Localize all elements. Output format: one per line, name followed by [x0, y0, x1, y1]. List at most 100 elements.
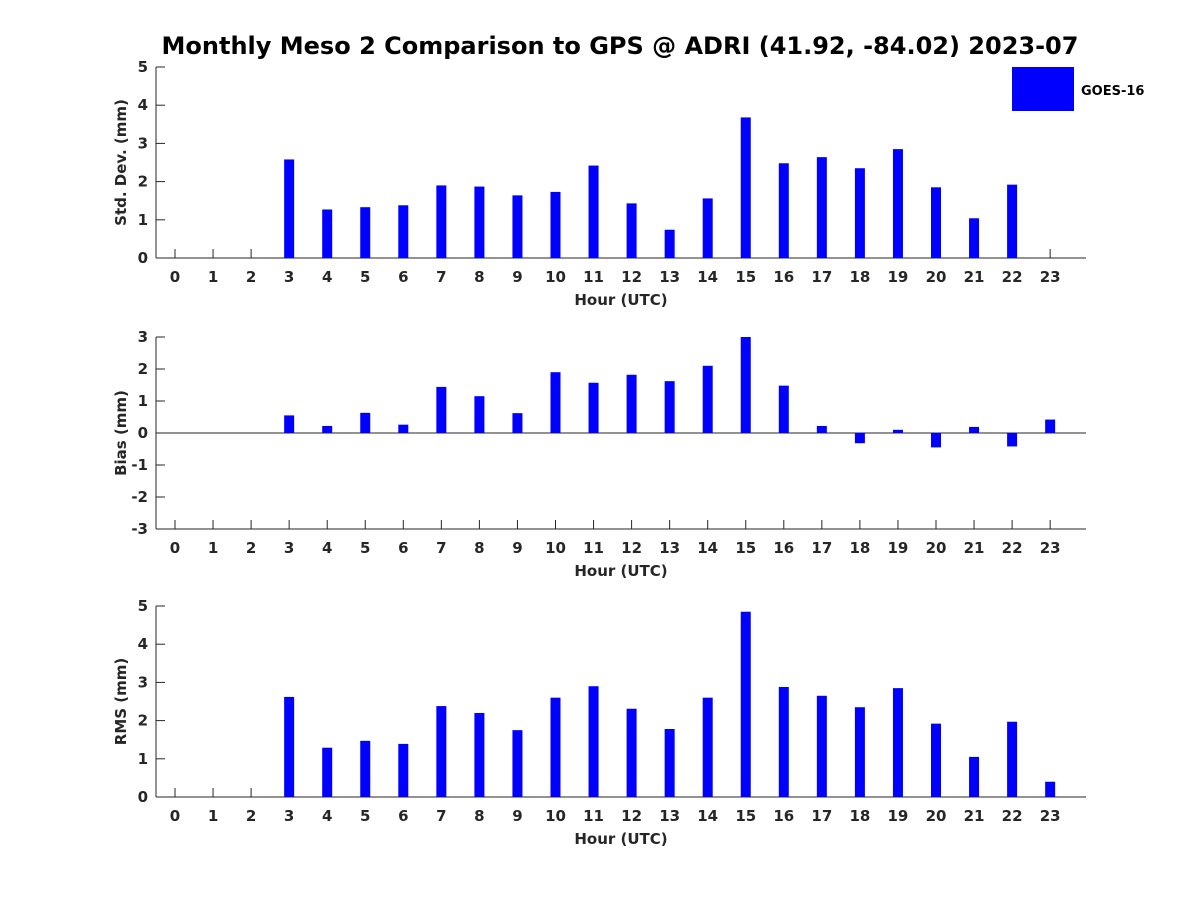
bar-2-5 [360, 740, 371, 797]
y-tick-label: 1 [138, 211, 148, 229]
x-tick-label: 3 [284, 807, 294, 825]
x-tick-label: 6 [398, 539, 408, 557]
x-tick-label: 13 [659, 268, 680, 286]
bar-0-22 [1007, 184, 1018, 258]
bar-0-7 [436, 185, 447, 258]
x-tick-label: 2 [246, 268, 256, 286]
x-tick-label: 16 [773, 268, 794, 286]
x-tick-label: 11 [583, 807, 604, 825]
x-tick-label: 17 [811, 807, 832, 825]
x-tick-label: 13 [659, 539, 680, 557]
x-tick-label: 14 [697, 268, 718, 286]
bar-0-16 [778, 163, 789, 258]
x-tick-label: 12 [621, 268, 642, 286]
bar-0-8 [474, 186, 485, 258]
bar-2-23 [1045, 781, 1056, 797]
x-tick-label: 14 [697, 539, 718, 557]
bar-1-9 [512, 413, 523, 433]
x-tick-label: 20 [926, 268, 947, 286]
x-tick-label: 5 [360, 268, 370, 286]
bar-2-12 [626, 708, 637, 797]
y-tick-label: 3 [138, 134, 148, 152]
x-tick-label: 1 [208, 268, 218, 286]
x-tick-label: 16 [773, 807, 794, 825]
x-tick-label: 22 [1002, 268, 1023, 286]
x-tick-label: 15 [735, 807, 756, 825]
bar-2-8 [474, 712, 485, 797]
x-tick-label: 17 [811, 539, 832, 557]
bar-2-9 [512, 730, 523, 797]
bar-0-18 [854, 168, 865, 258]
bar-2-16 [778, 686, 789, 797]
x-tick-label: 15 [735, 539, 756, 557]
x-tick-label: 18 [849, 807, 870, 825]
bar-0-17 [816, 157, 827, 258]
x-tick-label: 3 [284, 268, 294, 286]
bar-2-13 [664, 729, 675, 797]
x-tick-label: 23 [1040, 268, 1061, 286]
legend-swatch [1012, 67, 1074, 111]
bar-2-19 [892, 688, 903, 797]
bar-0-10 [550, 191, 561, 258]
x-tick-label: 18 [849, 539, 870, 557]
bar-2-20 [931, 723, 941, 797]
x-tick-label: 9 [512, 807, 522, 825]
x-tick-label: 7 [436, 807, 446, 825]
bar-2-18 [854, 707, 865, 797]
bar-1-15 [740, 337, 751, 433]
x-tick-label: 9 [512, 268, 522, 286]
x-tick-label: 19 [888, 268, 909, 286]
x-tick-label: 22 [1002, 807, 1023, 825]
bar-1-23 [1045, 419, 1056, 433]
x-axis-label: Hour (UTC) [574, 291, 667, 309]
x-tick-label: 21 [964, 807, 985, 825]
x-axis-label: Hour (UTC) [574, 562, 667, 580]
x-tick-label: 15 [735, 268, 756, 286]
x-tick-label: 11 [583, 539, 604, 557]
bar-1-10 [550, 372, 561, 433]
y-tick-label: 0 [138, 249, 148, 267]
bar-1-11 [588, 382, 599, 433]
bar-0-21 [969, 218, 980, 258]
bar-2-7 [436, 706, 447, 797]
x-tick-label: 0 [170, 268, 180, 286]
bar-0-19 [892, 149, 903, 258]
bar-1-13 [664, 381, 675, 433]
x-tick-label: 4 [322, 539, 332, 557]
bar-1-4 [322, 425, 333, 433]
bar-2-4 [322, 747, 333, 797]
bar-0-4 [322, 209, 333, 258]
y-tick-label: 3 [138, 673, 148, 691]
y-tick-label: 1 [138, 392, 148, 410]
x-tick-label: 7 [436, 268, 446, 286]
bar-1-12 [626, 374, 637, 433]
x-tick-label: 1 [208, 539, 218, 557]
x-tick-label: 23 [1040, 539, 1061, 557]
y-tick-label: 5 [138, 597, 148, 615]
x-tick-label: 5 [360, 807, 370, 825]
bar-0-20 [931, 187, 941, 258]
x-tick-label: 14 [697, 807, 718, 825]
x-tick-label: 18 [849, 268, 870, 286]
bar-1-17 [816, 425, 827, 433]
y-axis-label: RMS (mm) [112, 658, 130, 745]
y-tick-label: -1 [131, 456, 148, 474]
y-tick-label: 2 [138, 173, 148, 191]
bar-2-22 [1007, 721, 1018, 797]
bar-0-14 [702, 198, 713, 258]
bar-2-14 [702, 697, 713, 797]
x-tick-label: 11 [583, 268, 604, 286]
x-tick-label: 10 [545, 268, 566, 286]
x-axis-label: Hour (UTC) [574, 830, 667, 848]
bar-2-11 [588, 686, 599, 797]
legend: GOES-16 [1012, 67, 1144, 111]
x-tick-label: 22 [1002, 539, 1023, 557]
bar-0-13 [664, 229, 675, 258]
bar-1-21 [969, 426, 980, 433]
bar-2-17 [816, 695, 827, 797]
x-tick-label: 6 [398, 807, 408, 825]
x-tick-label: 0 [170, 807, 180, 825]
x-tick-label: 19 [888, 807, 909, 825]
x-tick-label: 8 [474, 807, 484, 825]
